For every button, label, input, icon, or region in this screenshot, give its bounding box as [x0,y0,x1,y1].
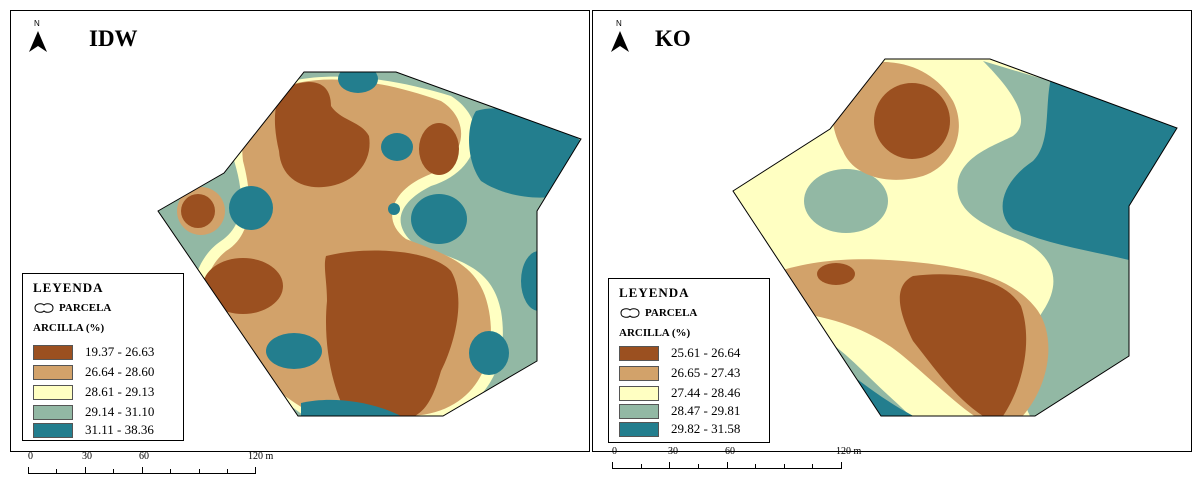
legend-title: LEYENDA [619,285,690,300]
legend-class-label: 19.37 - 26.63 [85,344,155,359]
idw-north-arrow: N [27,19,49,53]
idw-scale-bar: 0 30 60 120 m [28,451,288,475]
ko-parcel-boundary [732,58,1178,417]
idw-legend: LEYENDA PARCELA ARCILLA (%) 19.37 - 26.6… [22,273,184,441]
legend-swatch [33,423,73,438]
legend-swatch [33,345,73,360]
ko-map-title: KO [655,26,691,51]
legend-parcel-item: PARCELA [33,302,111,314]
legend-parcel-label: PARCELA [59,302,112,314]
legend-class: 26.64 - 28.60 [33,364,183,381]
legend-swatch [33,385,73,400]
legend-class: 28.47 - 29.81 [619,403,769,420]
legend-class-label: 31.11 - 38.36 [85,422,154,437]
north-arrow-icon [29,31,47,52]
legend-class-label: 29.82 - 31.58 [671,421,741,436]
legend-variable: ARCILLA (%) [33,322,105,334]
legend-class: 28.61 - 29.13 [33,384,183,401]
legend-class-label: 28.61 - 29.13 [85,384,155,399]
idw-parcel-boundary [157,71,582,417]
legend-variable: ARCILLA (%) [619,327,691,339]
ko-map-panel: N KO LEYENDA PARCELA ARCILLA (%) 25.61 -… [592,10,1192,452]
legend-class: 29.14 - 31.10 [33,404,183,421]
scale-tick-label: 0 [612,446,617,457]
north-label: N [616,19,622,28]
ko-map-canvas [732,58,1178,417]
scale-tick-label: 0 [28,451,33,462]
idw-map-title: IDW [89,26,138,51]
legend-swatch [619,366,659,381]
ko-surface [733,59,1177,416]
scale-tick-label: 60 [725,446,735,457]
legend-title: LEYENDA [33,280,104,295]
scale-tick-label: 120 m [248,451,274,462]
legend-swatch [619,346,659,361]
scale-tick-label: 60 [139,451,149,462]
legend-swatch [33,405,73,420]
scale-line [28,467,256,474]
legend-class-label: 28.47 - 29.81 [671,403,741,418]
scale-tick-label: 120 m [836,446,862,457]
parcel-outline-icon [620,308,640,319]
idw-map-canvas [157,71,582,417]
legend-class-label: 26.65 - 27.43 [671,365,741,380]
legend-parcel-item: PARCELA [619,307,697,319]
legend-class: 29.82 - 31.58 [619,421,769,438]
legend-swatch [33,365,73,380]
legend-class: 27.44 - 28.46 [619,385,769,402]
legend-class: 19.37 - 26.63 [33,344,183,361]
legend-class: 31.11 - 38.36 [33,422,183,439]
scale-tick-label: 30 [668,446,678,457]
legend-class: 26.65 - 27.43 [619,365,769,382]
legend-class-label: 26.64 - 28.60 [85,364,155,379]
parcel-outline-icon [34,303,54,314]
idw-map-panel: N IDW LEYENDA PARCELA ARCILLA (%) 19.37 … [10,10,590,452]
legend-class-label: 29.14 - 31.10 [85,404,155,419]
north-label: N [34,19,40,28]
ko-north-arrow: N [609,19,631,53]
idw-surface [158,72,581,416]
legend-parcel-label: PARCELA [645,307,698,319]
legend-swatch [619,422,659,437]
legend-class: 25.61 - 26.64 [619,345,769,362]
legend-swatch [619,386,659,401]
ko-scale-bar: 0 30 60 120 m [612,446,882,470]
legend-swatch [619,404,659,419]
legend-class-label: 25.61 - 26.64 [671,345,741,360]
north-arrow-icon [611,31,629,52]
scale-line [612,462,842,469]
legend-class-label: 27.44 - 28.46 [671,385,741,400]
ko-legend: LEYENDA PARCELA ARCILLA (%) 25.61 - 26.6… [608,278,770,443]
scale-tick-label: 30 [82,451,92,462]
